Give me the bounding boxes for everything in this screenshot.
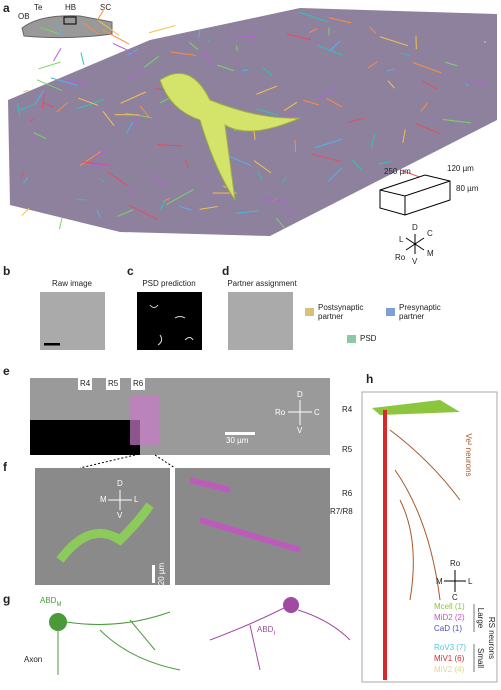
h-frame <box>362 392 497 682</box>
compass-label: L <box>468 577 473 586</box>
legend-swatch <box>386 308 395 316</box>
compass-label: L <box>399 235 404 244</box>
f-right-image <box>175 468 330 585</box>
rhombomere-label: R6 <box>133 379 144 388</box>
region-label: SC <box>100 3 111 12</box>
neurite <box>81 52 84 64</box>
compass-label: D <box>117 479 123 488</box>
panel-label: a <box>3 1 10 15</box>
psd-image <box>137 292 202 350</box>
neurite <box>149 26 175 33</box>
scale-label: 20 µm <box>157 562 166 585</box>
legend-label: Mcell (1) <box>434 602 465 611</box>
region-label: OB <box>18 12 30 21</box>
legend-label: partner <box>318 312 344 321</box>
compass-label: V <box>297 426 303 435</box>
rhombomere-label: R4 <box>342 405 353 414</box>
legend-label: MiV1 (6) <box>434 654 465 663</box>
panel-label: e <box>3 364 10 378</box>
compass-label: V <box>412 257 418 266</box>
f-left-image <box>35 468 170 585</box>
rhombomere-label: R6 <box>342 489 353 498</box>
legend-swatch <box>347 335 356 343</box>
compass-label: D <box>412 223 418 232</box>
zoom-lines <box>80 455 175 468</box>
e-background <box>30 420 140 455</box>
legend-swatch <box>305 308 314 316</box>
compass-label: Ro <box>450 559 461 568</box>
compass-label: C <box>427 229 433 238</box>
partner-image <box>228 292 293 350</box>
rhombomere-label: R4 <box>80 379 91 388</box>
scale-bar <box>44 343 60 346</box>
panel-label: b <box>3 264 10 278</box>
panel-label: f <box>3 460 8 474</box>
abdm-neurites <box>58 612 180 675</box>
region-label: Te <box>34 3 43 12</box>
legend-label: PSD <box>360 334 377 343</box>
cell-label: ABDI <box>257 625 275 636</box>
axon-label: Axon <box>24 655 42 664</box>
scale-bar <box>152 565 155 583</box>
neurite <box>22 208 29 216</box>
compass <box>406 234 424 254</box>
panel-label: d <box>222 264 229 278</box>
neurite <box>59 218 62 229</box>
raw-image <box>40 292 105 350</box>
rhombomere-label: R7/R8 <box>330 507 353 516</box>
compass-label: D <box>297 390 303 399</box>
compass-label: C <box>452 593 458 602</box>
scale-box <box>380 175 450 215</box>
legend-label: RoV3 (7) <box>434 643 466 652</box>
compass-label: Ro <box>275 408 286 417</box>
e-neurons <box>130 395 160 445</box>
neurite <box>54 48 61 61</box>
panel-label: h <box>366 372 373 386</box>
compass-label: V <box>117 511 123 520</box>
legend-label: CaD (1) <box>434 624 462 633</box>
legend-label: MiV2 (4) <box>434 665 465 674</box>
compass-label: Ro <box>395 253 406 262</box>
compass <box>444 570 466 592</box>
neurite <box>39 62 61 69</box>
cell-label: ABDM <box>40 596 61 607</box>
neurite <box>295 140 296 152</box>
ve2-neurons <box>390 430 460 600</box>
compass-label: M <box>100 495 107 504</box>
box-dim: 80 µm <box>456 184 479 193</box>
panel-label: g <box>3 592 10 606</box>
region-label: HB <box>65 3 76 12</box>
abdi-soma <box>283 597 299 613</box>
compass-label: C <box>314 408 320 417</box>
compass-label: M <box>436 577 443 586</box>
panel-title: Partner assignment <box>227 279 297 288</box>
size-label: Small <box>476 648 485 668</box>
group-label: Ve² neurons <box>464 433 473 476</box>
legend-label: partner <box>399 312 425 321</box>
legend-label: Presynaptic <box>399 303 441 312</box>
rhombomere-label: R5 <box>342 445 353 454</box>
panel-title: Raw image <box>52 279 93 288</box>
box-dim: 250 µm <box>384 167 411 176</box>
rhombomere-label: R5 <box>108 379 119 388</box>
box-dim: 120 µm <box>447 164 474 173</box>
abdm-soma <box>49 613 67 631</box>
abdi-neurites <box>210 608 350 670</box>
scale-bar <box>225 432 255 435</box>
size-label: Large <box>476 608 485 629</box>
scale-label: 30 µm <box>226 436 249 445</box>
class-label: RS neurons <box>487 617 496 659</box>
compass-label: M <box>427 249 434 258</box>
panel-label: c <box>127 264 134 278</box>
legend-label: Postsynaptic <box>318 303 363 312</box>
compass-label: L <box>134 495 139 504</box>
neurite <box>103 30 129 44</box>
panel-title: PSD prediction <box>142 279 195 288</box>
legend-label: MiD2 (2) <box>434 613 465 622</box>
